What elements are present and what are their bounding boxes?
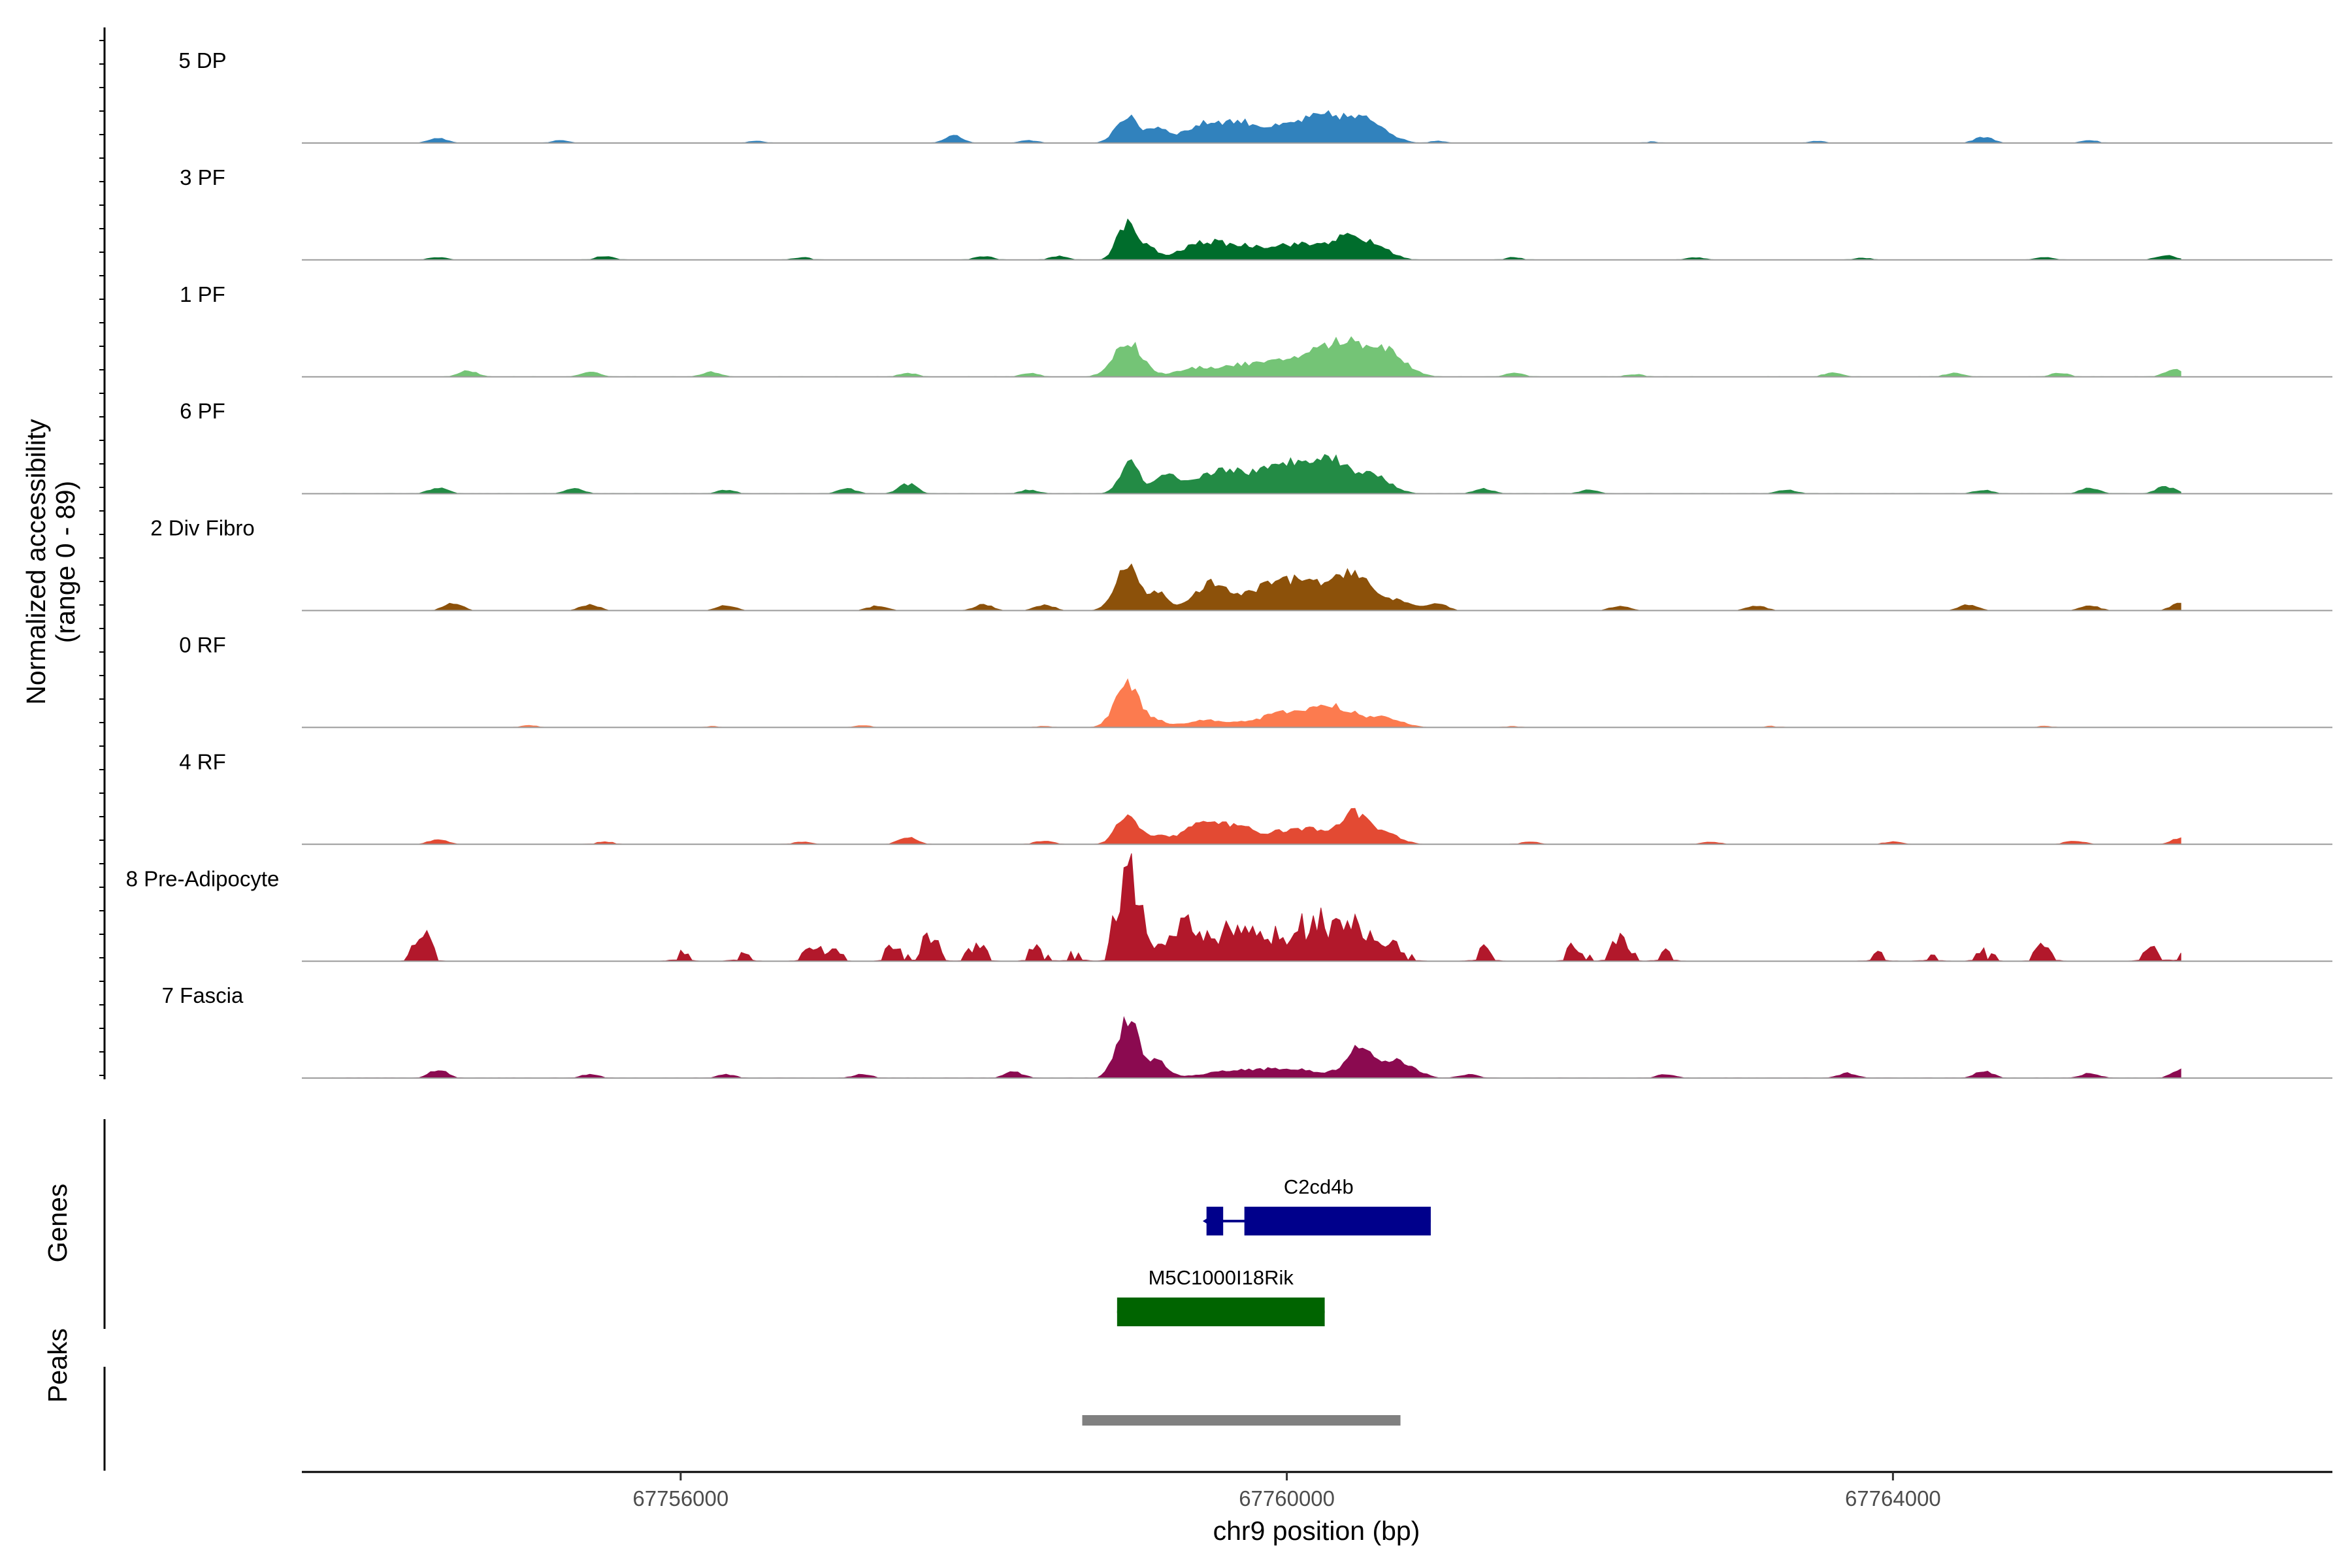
gene-exon xyxy=(1117,1298,1325,1326)
tracks: 5 DP 3 PF 1 PF 6 PF 2 Div Fibro 0 RF 4 RF 8 Pre… xyxy=(126,48,2332,1079)
y-axis-title-line1: Normalized accessibility xyxy=(21,419,51,705)
gene-exon xyxy=(1244,1207,1431,1235)
gene-label: C2cd4b xyxy=(1284,1175,1354,1198)
genes-panel-title: Genes xyxy=(42,1184,73,1263)
track-label: 4 RF xyxy=(179,749,226,774)
x-tick-label: 67760000 xyxy=(1239,1486,1335,1511)
track-label: 6 PF xyxy=(180,399,225,423)
gene-annotations: C2cd4b M5C1000I18Rik xyxy=(1117,1175,1431,1326)
x-axis-ticks: 67756000 67760000 67764000 xyxy=(632,1472,1941,1511)
track-label: 8 Pre-Adipocyte xyxy=(126,866,280,890)
y-axis-title-line2: (range 0 - 89) xyxy=(50,481,80,643)
x-tick-label: 67764000 xyxy=(1845,1486,1941,1511)
track-label: 2 Div Fibro xyxy=(150,516,255,540)
strand-arrow-icon xyxy=(1202,1213,1217,1229)
track-label: 0 RF xyxy=(179,633,226,657)
gene-label: M5C1000I18Rik xyxy=(1149,1266,1294,1289)
track-label: 7 Fascia xyxy=(162,983,244,1007)
track-label: 3 PF xyxy=(180,165,225,189)
x-axis-title: chr9 position (bp) xyxy=(1213,1516,1420,1546)
y-axis-ticks xyxy=(99,40,105,1076)
gene-exon xyxy=(1206,1207,1224,1235)
track-label: 1 PF xyxy=(180,282,225,306)
track-label: 5 DP xyxy=(178,48,226,73)
peak-region-bar xyxy=(1082,1415,1401,1426)
peaks-panel-title: Peaks xyxy=(42,1328,73,1403)
x-tick-label: 67756000 xyxy=(632,1486,728,1511)
peak-regions xyxy=(1082,1415,1401,1426)
